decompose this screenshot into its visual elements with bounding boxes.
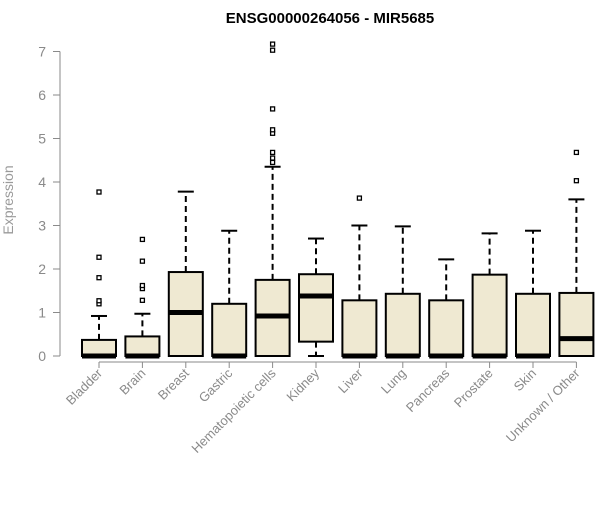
y-tick-label: 5 [38, 131, 46, 147]
outlier-point [96, 189, 102, 195]
outlier-point [139, 297, 146, 303]
box-group [124, 236, 161, 359]
x-tick-label: Pancreas [403, 365, 453, 415]
outlier-point [269, 41, 276, 47]
box-iqr [211, 302, 248, 357]
outlier-point [139, 236, 146, 243]
x-tick-label: Lung [378, 366, 409, 397]
y-tick-label: 7 [38, 44, 46, 60]
box-group [558, 149, 595, 357]
box-group [211, 229, 248, 359]
outlier-point [139, 282, 146, 289]
x-tick-label: Skin [511, 366, 539, 394]
x-tick-label: Liver [335, 365, 366, 396]
y-tick-label: 4 [38, 174, 46, 190]
box-iqr [124, 335, 161, 357]
x-tick-label: Gastric [196, 365, 236, 405]
box-iqr [471, 273, 508, 357]
box-iqr [428, 299, 465, 358]
outlier-point [356, 195, 363, 201]
outlier-point [96, 298, 102, 304]
outlier-point [269, 127, 276, 133]
outlier-point [269, 47, 276, 53]
y-tick-label: 2 [38, 261, 46, 277]
outlier-point [269, 149, 276, 156]
outlier-point [139, 258, 146, 264]
box-group [515, 229, 551, 359]
box-group [254, 41, 291, 357]
outlier-point [96, 254, 102, 260]
box-iqr [558, 291, 595, 357]
box-iqr [298, 273, 334, 343]
outlier-point [269, 155, 276, 161]
box-iqr [341, 299, 378, 358]
y-axis: 0 1 2 3 4 5 6 7 [38, 44, 61, 364]
boxes-group [81, 41, 595, 359]
x-tick-label: Breast [155, 365, 192, 402]
outlier-point [573, 178, 580, 184]
box-group [384, 225, 421, 359]
x-tick-label: Hematopoietic cells [188, 365, 279, 456]
box-group [167, 190, 204, 358]
box-iqr [384, 292, 421, 358]
x-tick-label: Bladder [63, 365, 106, 408]
box-group [341, 195, 378, 359]
x-tick-label: Kidney [283, 365, 322, 404]
box-group [298, 237, 334, 357]
y-tick-label: 3 [38, 218, 46, 234]
x-tick-label: Prostate [451, 366, 496, 411]
y-tick-label: 0 [38, 348, 46, 364]
outlier-point [573, 149, 580, 156]
box-group [471, 232, 508, 359]
x-tick-label: Brain [116, 366, 148, 398]
y-axis-label: Expression [0, 165, 16, 234]
box-group [81, 189, 117, 359]
y-tick-label: 1 [38, 305, 46, 321]
box-iqr [515, 292, 551, 358]
x-tick-label: Unknown / Other [503, 365, 583, 445]
outlier-point [269, 159, 276, 166]
box-group [428, 258, 465, 359]
chart-title: ENSG00000264056 - MIR5685 [226, 10, 434, 27]
y-tick-label: 6 [38, 87, 46, 103]
outlier-point [96, 275, 102, 281]
outlier-point [269, 106, 276, 112]
